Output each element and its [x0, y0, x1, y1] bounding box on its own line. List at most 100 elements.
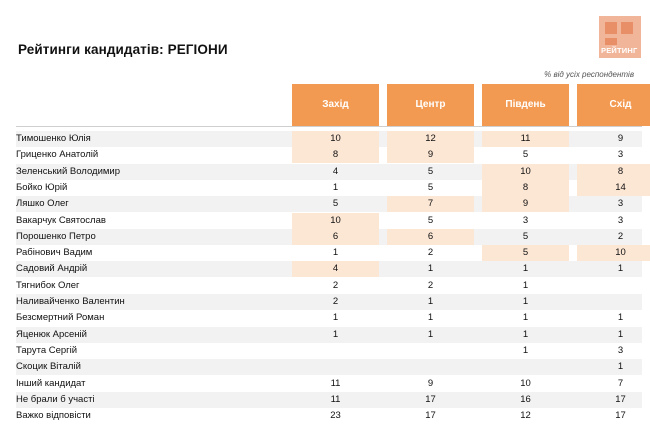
candidate-name: Зеленський Володимир: [16, 165, 120, 177]
table-row: Тарута Сергій 1 3: [16, 343, 642, 359]
table-cell: 5: [522, 149, 529, 161]
table-row: Наливайченко Валентин 2 1 1: [16, 294, 642, 310]
table-cell: 1: [617, 263, 624, 275]
table-cell: 8: [482, 179, 569, 196]
candidate-name: Не брали б участі: [16, 393, 95, 405]
header-divider: [16, 126, 642, 127]
table-cell: 2: [427, 247, 434, 259]
column-header-label: Центр: [415, 99, 446, 110]
table-cell: 12: [520, 410, 531, 422]
table-cell: 3: [617, 214, 624, 226]
table-cell: 11: [482, 131, 569, 147]
table-cell: 5: [332, 198, 339, 210]
table-cell: 3: [617, 149, 624, 161]
table-cell: 9: [617, 133, 624, 144]
table-cell: 8: [292, 147, 379, 164]
table-cell: 17: [615, 410, 626, 422]
table-cell: 2: [617, 230, 624, 242]
table-cell: 5: [522, 230, 529, 242]
table-cell: 1: [332, 247, 339, 259]
table-cell: 10: [577, 245, 650, 262]
table-cell: 4: [292, 261, 379, 278]
table-row: Яценюк Арсеній 1 1 1 1: [16, 326, 642, 343]
table-cell: [482, 359, 569, 375]
table-cell: 1: [332, 328, 339, 340]
candidate-name: Важко відповісти: [16, 410, 91, 422]
table-cell: [292, 359, 379, 375]
table-cell: 1: [617, 361, 624, 373]
table-cell: 6: [387, 228, 474, 245]
table-row: Важко відповісти 23 17 12 17: [16, 408, 642, 424]
table-cell: 1: [522, 328, 529, 340]
table-cell: 12: [387, 131, 474, 147]
table-cell: 1: [522, 344, 529, 356]
table-cell: 10: [292, 212, 379, 229]
table-row: Рабінович Вадим 1 2 5 10: [16, 245, 650, 262]
subtitle-note: % від усіх респондентів: [544, 70, 634, 79]
column-header: Південь: [482, 84, 569, 126]
table-cell: 1: [427, 328, 434, 340]
table-cell: 3: [617, 344, 624, 356]
table-cell: 9: [427, 377, 434, 389]
table-cell: 16: [520, 393, 531, 405]
column-header: Схід: [577, 84, 650, 126]
table-cell: [387, 343, 474, 359]
table-row: Садовий Андрій 4 1 1 1: [16, 261, 642, 278]
table-cell: 6: [292, 228, 379, 245]
table-cell: 1: [332, 312, 339, 324]
candidate-name: Наливайченко Валентин: [16, 296, 125, 307]
table-cell: 1: [522, 263, 529, 275]
column-header-label: Захід: [322, 99, 349, 110]
table-cell: [292, 343, 379, 359]
rating-logo-icon: РЕЙТИНГ: [599, 16, 641, 58]
table-cell: 1: [522, 296, 529, 307]
table-row: Інший кандидат 11 9 10 7: [16, 376, 642, 392]
table-row: Безсмертний Роман 1 1 1 1: [16, 310, 642, 326]
candidate-name: Гриценко Анатолій: [16, 149, 99, 161]
table-cell: 17: [425, 410, 436, 422]
table-cell: 2: [427, 279, 434, 291]
table-row: Гриценко Анатолій 8 9 5 3: [16, 147, 642, 164]
table-cell: 9: [482, 196, 569, 213]
candidate-name: Тягнибок Олег: [16, 279, 80, 291]
candidate-name: Яценюк Арсеній: [16, 328, 87, 340]
candidate-name: Інший кандидат: [16, 377, 86, 389]
table-cell: 1: [522, 312, 529, 324]
table-row: Тимошенко Юлія 10 12 11 9: [16, 131, 642, 147]
table-cell: 10: [292, 131, 379, 147]
table-cell: 1: [617, 312, 624, 324]
table-cell: 14: [577, 179, 650, 196]
table-cell: 1: [427, 296, 434, 307]
candidate-name: Бойко Юрій: [16, 181, 68, 193]
candidate-name: Вакарчук Святослав: [16, 214, 106, 226]
table-cell: [577, 294, 650, 310]
table-row: Вакарчук Святослав 10 5 3 3: [16, 212, 642, 229]
table-row: Скоцик Віталій 1: [16, 359, 642, 376]
logo-text: РЕЙТИНГ: [601, 46, 638, 55]
table-cell: 17: [615, 393, 626, 405]
table-cell: 1: [522, 279, 529, 291]
candidate-name: Садовий Андрій: [16, 263, 88, 275]
page-title: Рейтинги кандидатів: РЕГІОНИ: [18, 42, 228, 57]
table-cell: 8: [577, 163, 650, 180]
column-header-label: Південь: [505, 99, 546, 110]
table-cell: [577, 278, 650, 294]
table-cell: 7: [617, 377, 624, 389]
table-row: Ляшко Олег 5 7 9 3: [16, 196, 642, 213]
column-header-label: Схід: [609, 99, 632, 110]
table-cell: 7: [387, 196, 474, 213]
table-cell: 5: [427, 214, 434, 226]
table-cell: 5: [427, 165, 434, 177]
table-cell: 17: [425, 393, 436, 405]
column-header: Центр: [387, 84, 474, 126]
table-cell: 3: [617, 198, 624, 210]
table-cell: 2: [332, 296, 339, 307]
table-cell: 10: [520, 377, 531, 389]
table-cell: 5: [427, 181, 434, 193]
table-row: Зеленський Володимир 4 5 10 8: [16, 163, 650, 180]
column-header: Захід: [292, 84, 379, 126]
table-cell: 1: [332, 181, 339, 193]
table-row: Не брали б участі 11 17 16 17: [16, 391, 642, 408]
table-cell: 11: [330, 393, 341, 405]
